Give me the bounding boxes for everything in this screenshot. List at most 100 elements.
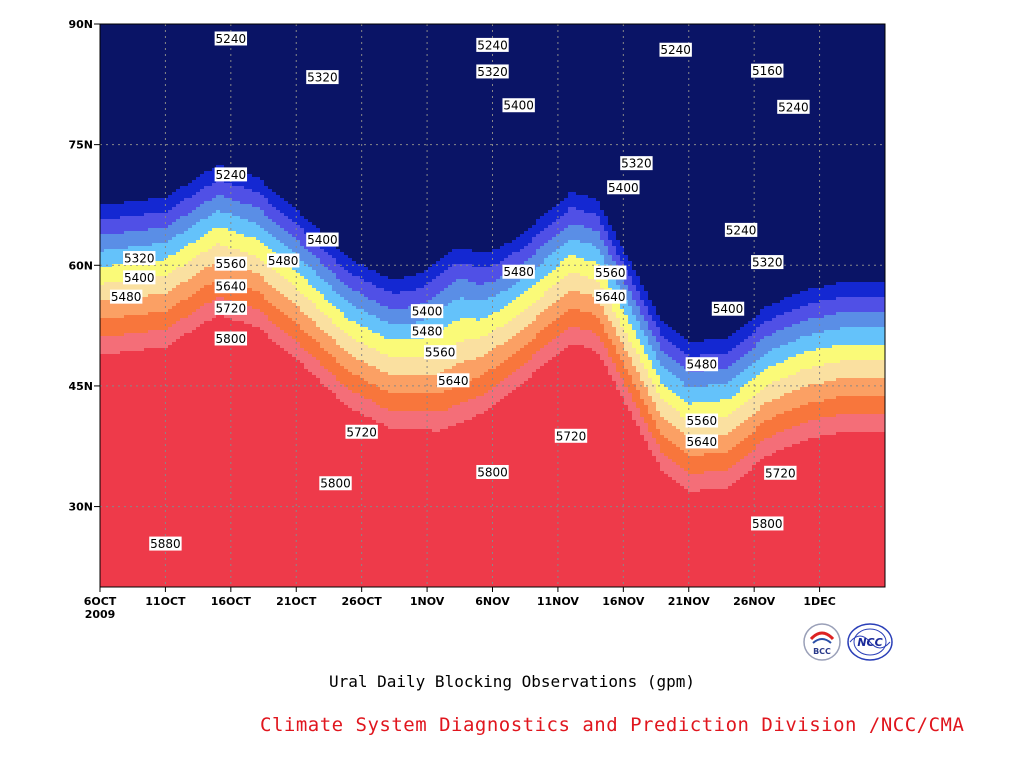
- contour-band-cell: [704, 339, 745, 343]
- contour-band-cell: [632, 282, 641, 286]
- contour-band-cell: [544, 261, 561, 265]
- contour-band-cell: [440, 273, 505, 277]
- contour-band-cell: [800, 336, 885, 340]
- contour-band-cell: [592, 330, 605, 334]
- contour-band-cell: [300, 306, 317, 310]
- contour-label-box: [123, 270, 156, 285]
- contour-band-cell: [836, 432, 885, 436]
- contour-band-cell: [652, 318, 661, 322]
- contour-band-cell: [596, 315, 609, 319]
- contour-band-cell: [564, 330, 593, 334]
- contour-band-cell: [568, 255, 577, 259]
- contour-band-cell: [292, 234, 309, 238]
- contour-band-cell: [464, 420, 637, 424]
- contour-band-cell: [536, 300, 557, 304]
- contour-band-cell: [736, 408, 761, 412]
- contour-band-cell: [568, 327, 581, 331]
- contour-band-cell: [324, 249, 341, 253]
- contour-band-cell: [756, 327, 785, 331]
- contour-band-cell: [600, 285, 609, 289]
- contour-label: 5880: [150, 537, 181, 551]
- contour-band-cell: [676, 462, 737, 466]
- contour-band-cell: [100, 222, 173, 226]
- contour-band-cell: [296, 285, 313, 289]
- contour-band-cell: [448, 408, 489, 412]
- contour-band-cell: [260, 327, 281, 331]
- contour-band-cell: [628, 318, 637, 322]
- contour-band-cell: [604, 309, 613, 313]
- contour-band-cell: [316, 255, 333, 259]
- contour-band-cell: [800, 291, 885, 295]
- contour-band-cell: [760, 408, 793, 412]
- contour-band-cell: [628, 351, 637, 355]
- contour-band-cell: [728, 486, 885, 490]
- contour-band-cell: [340, 279, 365, 283]
- contour-band-cell: [636, 333, 645, 337]
- contour-band-cell: [328, 351, 349, 355]
- contour-band-cell: [100, 399, 341, 403]
- contour-band-cell: [200, 324, 253, 328]
- contour-band-cell: [756, 444, 793, 448]
- contour-band-cell: [532, 321, 553, 325]
- y-tick-label: 60N: [68, 259, 93, 272]
- contour-band-cell: [640, 297, 649, 301]
- contour-band-cell: [100, 396, 337, 400]
- contour-band-cell: [316, 273, 337, 277]
- contour-band-cell: [100, 447, 649, 451]
- contour-band-cell: [300, 342, 321, 346]
- contour-label: 5480: [503, 265, 534, 279]
- contour-band-cell: [300, 345, 321, 349]
- contour-band-cell: [768, 384, 809, 388]
- contour-band-cell: [276, 288, 297, 292]
- contour-band-cell: [784, 312, 837, 316]
- contour-band-cell: [204, 321, 245, 325]
- contour-band-cell: [512, 318, 537, 322]
- contour-band-cell: [168, 345, 281, 349]
- contour-band-cell: [600, 207, 885, 211]
- contour-label: 5480: [111, 290, 142, 304]
- contour-band-cell: [644, 300, 653, 304]
- contour-band-cell: [264, 294, 285, 298]
- contour-band-cell: [628, 336, 637, 340]
- ncc-logo-icon: NCC: [846, 622, 894, 662]
- contour-band-cell: [308, 351, 329, 355]
- contour-band-cell: [644, 384, 657, 388]
- contour-band-cell: [220, 243, 265, 247]
- contour-band-cell: [452, 366, 497, 370]
- contour-band-cell: [752, 333, 773, 337]
- contour-band-cell: [624, 366, 637, 370]
- contour-band-cell: [784, 447, 885, 451]
- contour-band-cell: [620, 375, 633, 379]
- contour-band-cell: [648, 429, 661, 433]
- contour-band-cell: [452, 264, 473, 268]
- contour-band-cell: [612, 240, 621, 244]
- contour-band-cell: [744, 339, 761, 343]
- contour-band-cell: [752, 432, 777, 436]
- contour-band-cell: [120, 351, 289, 355]
- contour-band-cell: [656, 321, 665, 325]
- contour-band-cell: [620, 321, 629, 325]
- contour-band-cell: [744, 324, 761, 328]
- contour-label: 5720: [556, 429, 587, 443]
- contour-band-cell: [272, 285, 297, 289]
- contour-band-cell: [624, 327, 633, 331]
- contour-band-cell: [660, 447, 681, 451]
- contour-band-cell: [616, 369, 629, 373]
- contour-band-cell: [328, 369, 349, 373]
- contour-band-cell: [680, 396, 733, 400]
- contour-band-cell: [516, 333, 537, 337]
- contour-band-cell: [288, 351, 309, 355]
- contour-band-cell: [252, 324, 277, 328]
- contour-band-cell: [100, 489, 689, 493]
- contour-band-cell: [632, 279, 641, 283]
- contour-label-box: [724, 222, 758, 237]
- contour-band-cell: [540, 246, 561, 250]
- contour-band-cell: [448, 285, 513, 289]
- contour-band-cell: [464, 339, 509, 343]
- contour-band-cell: [100, 33, 885, 37]
- contour-band-cell: [312, 354, 333, 358]
- contour-band-cell: [340, 309, 365, 313]
- contour-band-cell: [268, 315, 289, 319]
- contour-band-cell: [512, 240, 533, 244]
- contour-band-cell: [604, 345, 617, 349]
